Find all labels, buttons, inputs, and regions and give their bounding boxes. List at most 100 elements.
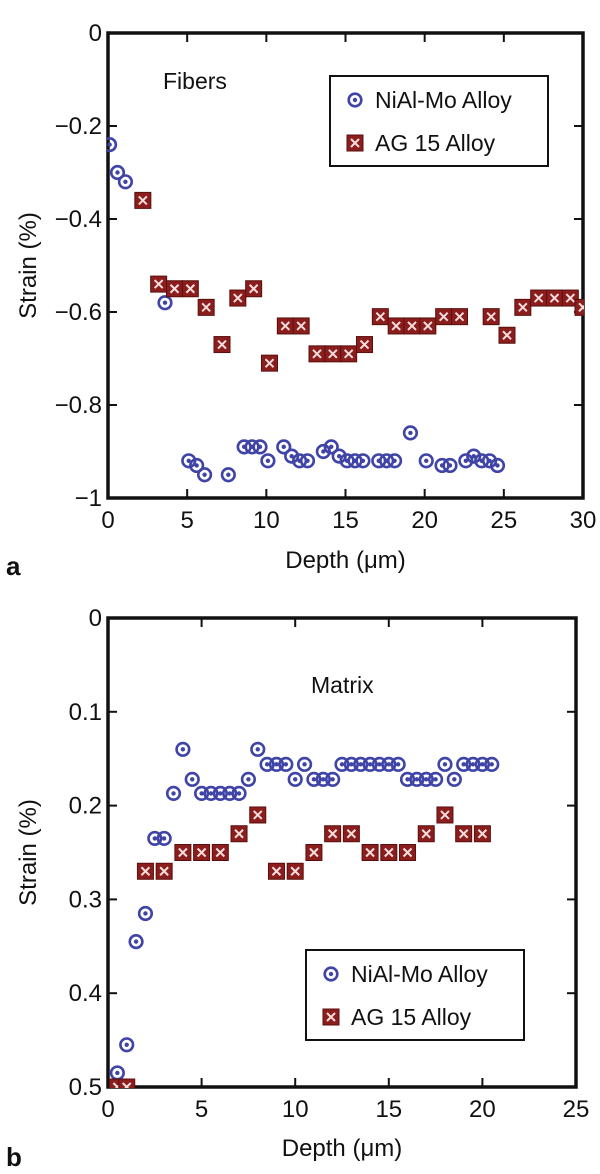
data-point-square <box>267 862 285 880</box>
data-point-circle <box>418 453 434 469</box>
data-point-circle <box>343 756 359 772</box>
data-point-square <box>245 280 263 298</box>
y-axis-label: Strain (%) <box>15 212 42 319</box>
data-point-square <box>197 298 215 316</box>
data-point-square <box>136 862 154 880</box>
data-point-circle <box>315 771 331 787</box>
data-point-circle <box>165 785 182 802</box>
x-tick-label: 30 <box>570 507 597 534</box>
panel-annotation: Matrix <box>311 672 374 698</box>
data-point-square <box>118 1078 136 1088</box>
data-point-circle <box>355 453 371 469</box>
data-point-square <box>276 317 294 335</box>
panel-letter: a <box>6 551 21 581</box>
data-point-circle <box>458 453 474 469</box>
data-point-circle <box>284 448 300 464</box>
data-point-circle <box>371 756 388 772</box>
data-point-square <box>482 308 500 326</box>
data-point-circle <box>287 771 303 787</box>
legend: NiAl-Mo Alloy AG 15 Alloy <box>329 75 549 167</box>
x-tick-label: 25 <box>490 507 517 534</box>
data-point-square <box>211 844 229 861</box>
data-point-circle <box>481 453 498 469</box>
y-tick-label: 0.1 <box>69 699 102 726</box>
data-point-square <box>166 280 183 298</box>
data-point-circle <box>259 756 275 772</box>
legend-marker-circle <box>347 92 363 108</box>
legend-marker-circle <box>323 966 339 982</box>
legend-marker-square <box>322 1008 340 1026</box>
data-point-square <box>155 862 173 880</box>
data-point-circle <box>325 771 341 787</box>
data-point-circle <box>446 771 462 787</box>
data-point-square <box>436 806 454 824</box>
y-tick-label: 0.3 <box>69 886 102 913</box>
data-point-circle <box>465 756 481 772</box>
data-point-circle <box>299 453 316 469</box>
data-point-square <box>380 844 398 861</box>
data-points <box>107 137 584 483</box>
data-point-circle <box>296 756 313 772</box>
data-point-square <box>419 317 437 335</box>
data-point-circle <box>323 439 339 455</box>
data-point-square <box>174 844 192 861</box>
data-point-circle <box>489 457 506 474</box>
legend-label: NiAl-Mo Alloy <box>351 961 488 987</box>
data-point-circle <box>196 467 213 483</box>
data-point-circle <box>456 756 472 772</box>
series-ag15 <box>134 191 584 372</box>
data-point-circle <box>402 425 419 441</box>
data-point-circle <box>107 137 118 153</box>
data-point-circle <box>181 453 197 469</box>
chart-panel-a: 0 5 10 15 20 25 30 0 −0.2 −0.4 −0.6 −0.8 −1 Depth (μm… <box>6 20 596 581</box>
data-point-square <box>292 317 310 335</box>
data-point-circle <box>157 295 173 311</box>
x-tick-label: 25 <box>563 1096 590 1123</box>
data-point-square <box>514 298 532 316</box>
data-point-circle <box>222 785 238 802</box>
data-point-circle <box>203 785 219 802</box>
data-point-circle <box>231 785 247 802</box>
data-point-square <box>213 336 231 354</box>
data-point-square <box>249 806 267 824</box>
data-point-square <box>403 317 421 335</box>
legend-label: NiAl-Mo Alloy <box>375 87 512 113</box>
data-point-circle <box>390 756 406 772</box>
data-point-square <box>387 317 405 335</box>
y-tick-label: 0.2 <box>69 793 102 820</box>
data-point-circle <box>353 756 369 772</box>
data-point-circle <box>156 830 172 847</box>
y-tick-label: 0 <box>89 605 102 632</box>
legend-box <box>329 75 549 167</box>
y-tick-label: 0.5 <box>69 1074 102 1101</box>
data-point-square <box>324 345 342 363</box>
data-point-circle <box>418 771 434 787</box>
x-tick-label: 15 <box>332 507 359 534</box>
data-point-circle <box>268 756 285 772</box>
y-tick-label: −1 <box>75 485 102 512</box>
data-point-circle <box>306 771 322 787</box>
x-tick-label: 15 <box>375 1096 402 1123</box>
data-point-circle <box>315 443 331 460</box>
data-point-square <box>371 308 389 326</box>
data-point-circle <box>437 756 453 772</box>
x-tick-label: 20 <box>411 507 438 534</box>
data-point-circle <box>109 164 126 181</box>
y-tick-label: 0.4 <box>69 980 102 1007</box>
data-point-circle <box>109 1065 125 1081</box>
data-point-circle <box>409 771 425 787</box>
data-point-circle <box>147 830 163 847</box>
data-point-square <box>399 844 417 861</box>
data-point-square <box>473 825 491 843</box>
data-point-circle <box>474 756 491 772</box>
data-point-square <box>229 289 247 307</box>
data-point-circle <box>250 741 266 757</box>
x-tick-label: 10 <box>282 1096 309 1123</box>
y-tick-label: −0.4 <box>55 206 102 233</box>
data-point-circle <box>128 934 144 950</box>
legend-label: AG 15 Alloy <box>375 130 496 156</box>
plot-frame <box>106 616 578 1089</box>
data-point-square <box>308 345 326 363</box>
y-axis-label: Strain (%) <box>15 799 42 906</box>
data-point-circle <box>466 448 482 464</box>
